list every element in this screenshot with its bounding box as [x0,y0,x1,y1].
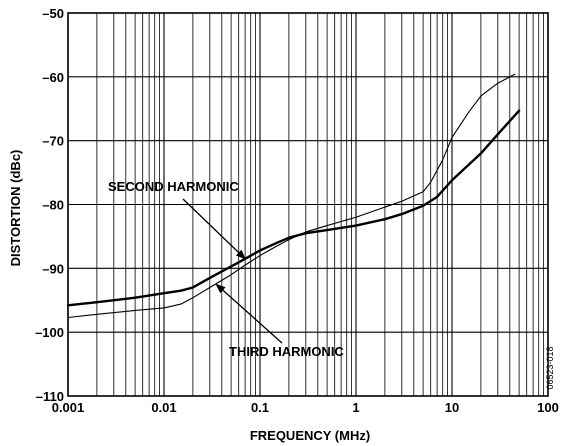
third-harmonic-line [67,73,516,319]
plot-frame [67,12,549,397]
y-tick-label: –100 [35,325,64,340]
y-tick-label: –60 [42,70,64,85]
y-tick-label: –110 [36,389,64,404]
x-tick-labels: 0.001 0.01 0.1 1 10 100 [52,400,559,415]
annotations: SECOND HARMONIC THIRD HARMONIC [108,179,344,359]
series-lines [66,73,521,319]
annotation-arrow [215,283,283,344]
x-tick-label: 10 [445,400,459,415]
annotation-label: SECOND HARMONIC [108,179,239,194]
y-tick-label: –80 [42,198,64,213]
y-tick-label: –50 [42,6,64,21]
y-tick-label: –90 [42,261,64,276]
y-tick-label: –70 [42,134,64,149]
y-tick-labels: –50 –60 –70 –80 –90 –100 –110 [35,6,64,404]
x-tick-label: 100 [537,400,559,415]
x-tick-label: 0.01 [151,400,176,415]
x-axis-label: FREQUENCY (MHz) [250,428,370,443]
x-tick-label: 0.1 [251,400,269,415]
annotation-arrow [182,198,246,260]
second-harmonic-line [66,109,521,307]
figure-number: 06523-018 [545,346,555,389]
x-tick-label: 0.001 [52,400,85,415]
annotation-label: THIRD HARMONIC [229,344,344,359]
x-tick-label: 1 [352,400,359,415]
y-axis-label: DISTORTION (dBc) [8,150,23,267]
grid [67,12,548,397]
